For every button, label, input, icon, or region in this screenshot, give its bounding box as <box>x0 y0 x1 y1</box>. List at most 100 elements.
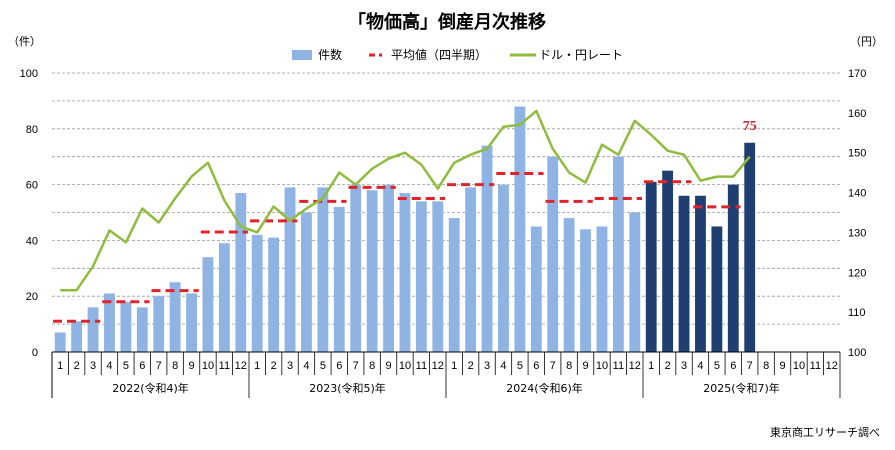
bar <box>317 187 329 352</box>
bar <box>104 293 115 352</box>
right-tick-label: 130 <box>848 227 866 239</box>
left-tick-label: 60 <box>26 180 38 192</box>
bar <box>136 307 148 352</box>
bar <box>415 201 427 352</box>
x-axis: 1 2 3 4 5 6 7 8 9 10 11 12 1 2 3 4 5 6 7 8 9 10 11 12 1 2 3 4 5 6 7 8 9 1… <box>51 351 841 398</box>
bar <box>744 142 756 352</box>
right-axis-unit: （円） <box>850 35 883 48</box>
bar <box>366 190 378 352</box>
gridlines <box>52 72 840 325</box>
usd-jpy-line <box>60 109 751 292</box>
left-tick-label: 20 <box>26 291 38 303</box>
right-tick-label: 100 <box>848 347 866 359</box>
month-label: 9 <box>385 360 391 372</box>
month-label: 12 <box>235 360 247 372</box>
bar <box>120 301 132 352</box>
source-note: 東京商工リサーチ調べ <box>770 425 880 439</box>
bar <box>153 296 165 352</box>
bar <box>465 187 477 352</box>
month-label: 8 <box>763 360 769 372</box>
year-label: 2024(令和6)年 <box>506 381 583 395</box>
month-label: 1 <box>57 360 63 372</box>
bar <box>530 226 542 352</box>
average-segments <box>53 171 741 323</box>
month-label: 12 <box>432 360 444 372</box>
month-label: 12 <box>826 360 838 372</box>
month-label: 11 <box>416 360 427 372</box>
bar <box>432 201 444 352</box>
month-label: 5 <box>123 360 129 372</box>
month-label: 11 <box>810 360 821 372</box>
bar <box>645 181 657 352</box>
bars <box>54 106 756 352</box>
bar <box>547 156 559 352</box>
bar <box>202 257 214 352</box>
month-label: 6 <box>139 360 145 372</box>
month-label: 9 <box>582 360 588 372</box>
bar <box>711 226 723 352</box>
month-label: 12 <box>629 360 641 372</box>
bar <box>383 184 394 352</box>
bar <box>235 192 247 352</box>
month-label: 9 <box>779 360 785 372</box>
bar <box>695 195 706 352</box>
month-label: 8 <box>566 360 572 372</box>
month-label: 10 <box>596 360 608 372</box>
month-label: 9 <box>188 360 194 372</box>
right-tick-label: 160 <box>848 108 866 120</box>
legend-label-count: 件数 <box>318 47 342 62</box>
bar <box>350 184 362 352</box>
month-label: 6 <box>336 360 342 372</box>
bar <box>251 234 263 352</box>
chart-title: 「物価高」倒産月次推移 <box>348 11 546 33</box>
month-label: 2 <box>665 360 671 372</box>
month-label: 10 <box>793 360 805 372</box>
bar <box>596 226 608 352</box>
bar <box>612 156 624 352</box>
left-tick-label: 80 <box>26 124 38 136</box>
bar <box>514 106 526 352</box>
right-axis-ticks: 100 110 120 130 140 150 160 170 <box>848 68 866 359</box>
bar <box>284 187 296 352</box>
month-label: 1 <box>254 360 260 372</box>
bar <box>563 218 575 352</box>
month-label: 5 <box>320 360 326 372</box>
annotations: 75 <box>743 119 757 134</box>
bar <box>727 184 739 352</box>
month-label: 5 <box>714 360 720 372</box>
left-tick-label: 100 <box>20 68 38 80</box>
year-label: 2022(令和4)年 <box>112 381 189 395</box>
month-label: 4 <box>500 360 506 372</box>
bar <box>333 206 345 352</box>
month-label: 1 <box>648 360 654 372</box>
left-tick-label: 0 <box>32 347 38 359</box>
legend-label-average: 平均値（四半期） <box>391 47 487 62</box>
month-label: 10 <box>399 360 411 372</box>
month-label: 3 <box>484 360 490 372</box>
month-label: 1 <box>451 360 457 372</box>
month-label: 4 <box>106 360 112 372</box>
right-tick-label: 110 <box>848 307 866 319</box>
bar <box>448 218 460 352</box>
month-label: 11 <box>219 360 230 372</box>
month-label: 7 <box>156 360 162 372</box>
bar <box>498 184 509 352</box>
bar <box>580 229 591 352</box>
month-label: 8 <box>369 360 375 372</box>
left-tick-label: 40 <box>26 235 38 247</box>
right-tick-label: 150 <box>848 148 866 160</box>
legend-swatch-count <box>292 50 312 60</box>
bar <box>169 282 181 352</box>
bar <box>399 192 411 352</box>
right-tick-label: 170 <box>848 68 866 80</box>
bar <box>87 307 99 352</box>
bar <box>662 170 674 352</box>
month-label: 2 <box>271 360 277 372</box>
month-label: 11 <box>613 360 624 372</box>
year-label: 2025(令和7)年 <box>703 381 780 395</box>
bar <box>268 237 280 352</box>
right-tick-label: 140 <box>848 188 866 200</box>
month-label: 7 <box>550 360 556 372</box>
bar <box>301 212 312 352</box>
